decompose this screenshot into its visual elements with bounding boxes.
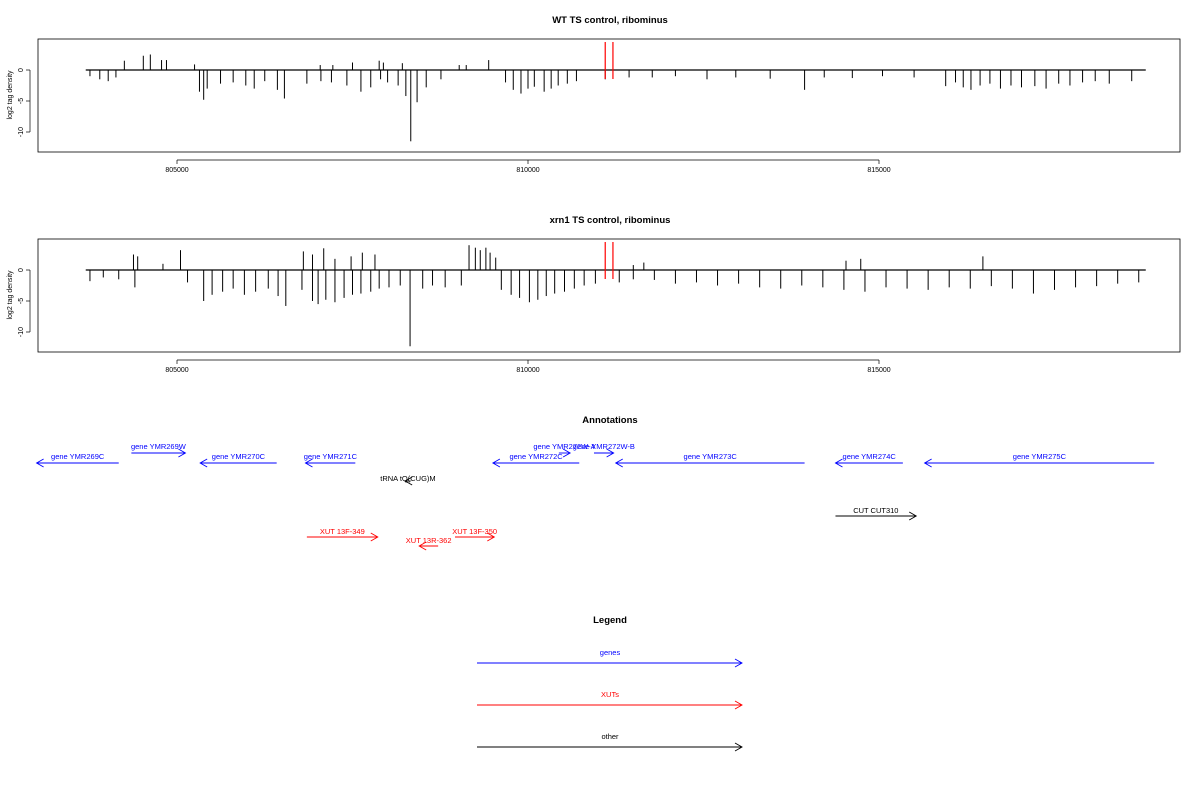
- y-axis-label-wt: log2 tag density: [7, 70, 14, 120]
- feature-label: gene YMR275C: [1013, 452, 1067, 461]
- feature-label: gene YMR270C: [212, 452, 266, 461]
- y-tick-label: -5: [18, 98, 25, 104]
- feature-arrow: [834, 458, 903, 468]
- feature-arrow: [404, 476, 413, 486]
- x-tick-label: 810000: [516, 367, 539, 374]
- y-tick-label: -10: [18, 127, 25, 137]
- arrow-head: [199, 458, 208, 468]
- feature-label: gene YMR272W-A: [533, 442, 595, 451]
- arrow-head: [404, 476, 413, 486]
- feature-arrow: [614, 458, 805, 468]
- legend-title: Legend: [593, 615, 627, 626]
- feature-arrow: [491, 458, 580, 468]
- feature-arrow: [304, 458, 356, 468]
- feature-arrow: [35, 458, 119, 468]
- signal-bars-xrn1: [85, 242, 1146, 347]
- feature-arrow: [131, 448, 187, 458]
- x-tick-label: 805000: [165, 167, 188, 174]
- feature-label: gene YMR271C: [304, 452, 358, 461]
- arrow-head: [908, 511, 918, 521]
- arrow-head: [178, 448, 187, 458]
- x-tick-label: 815000: [867, 167, 890, 174]
- arrow-head: [304, 458, 313, 468]
- signal-bars-wt: [85, 42, 1146, 142]
- feature-label: gene YMR272W-B: [573, 442, 635, 451]
- y-tick-label: 0: [18, 68, 25, 72]
- y-tick-label: -5: [18, 298, 25, 304]
- feature-arrow: [923, 458, 1155, 468]
- feature-arrow: [199, 458, 277, 468]
- panel-title-wt: WT TS control, ribominus: [552, 15, 668, 26]
- y-tick-label: 0: [18, 268, 25, 272]
- panel-title-xrn1: xrn1 TS control, ribominus: [550, 215, 671, 226]
- arrow-head: [734, 700, 743, 710]
- y-tick-label: -10: [18, 327, 25, 337]
- panel-wt: WT TS control, ribominus log2 tag densit…: [7, 15, 1181, 174]
- x-tick-label: 815000: [867, 367, 890, 374]
- x-tick-label: 805000: [165, 367, 188, 374]
- x-tick-label: 810000: [516, 167, 539, 174]
- legend-label: XUTs: [601, 690, 619, 699]
- legend: Legend genes XUTs other: [477, 615, 743, 752]
- axes-xrn1: -10 -5 0 805000 810000 815000: [18, 268, 891, 374]
- panel-xrn1: xrn1 TS control, ribominus log2 tag dens…: [7, 215, 1181, 374]
- arrow-head: [923, 458, 932, 468]
- arrow-head: [734, 742, 743, 752]
- feature-arrow: [418, 541, 439, 551]
- feature-label: gene YMR273C: [684, 452, 738, 461]
- arrow-head: [606, 448, 615, 458]
- feature-label: XUT 13F-349: [320, 527, 365, 536]
- feature-label: CUT CUT310: [853, 506, 898, 515]
- feature-arrow: [306, 532, 379, 542]
- legend-items: genes XUTs other: [477, 648, 743, 752]
- feature-label: XUT 13F-350: [452, 527, 497, 536]
- feature-arrow: [835, 511, 918, 521]
- arrow-head: [487, 532, 496, 542]
- legend-label: genes: [600, 648, 621, 657]
- feature-arrow: [558, 448, 572, 458]
- y-axis-label-xrn1: log2 tag density: [7, 270, 14, 320]
- feature-label: gene YMR272C: [509, 452, 563, 461]
- legend-arrow: [477, 658, 743, 668]
- feature-arrow: [454, 532, 496, 542]
- axes-wt: -10 -5 0 805000 810000 815000: [18, 68, 891, 174]
- arrow-head: [834, 458, 843, 468]
- plot-frame-xrn1: [37, 238, 1181, 353]
- annotations-title: Annotations: [582, 415, 637, 426]
- feature-arrow: [593, 448, 615, 458]
- plot-frame-wt: [37, 38, 1181, 153]
- arrow-head: [562, 448, 572, 458]
- arrow-head: [734, 658, 743, 668]
- arrow-head: [370, 532, 379, 542]
- arrow-head: [491, 458, 501, 468]
- arrow-head: [35, 458, 44, 468]
- feature-label: XUT 13R-362: [406, 536, 452, 545]
- feature-label: gene YMR274C: [843, 452, 897, 461]
- legend-arrow: [477, 700, 743, 710]
- feature-label: gene YMR269C: [51, 452, 105, 461]
- legend-label: other: [601, 732, 619, 741]
- legend-arrow: [477, 742, 743, 752]
- annotation-features: gene YMR269C gene YMR269W gene YMR270C gene…: [35, 442, 1155, 551]
- feature-label: gene YMR269W: [131, 442, 187, 451]
- feature-label: tRNA tQ(CUG)M: [380, 474, 435, 483]
- arrow-head: [614, 458, 623, 468]
- arrow-head: [418, 541, 427, 551]
